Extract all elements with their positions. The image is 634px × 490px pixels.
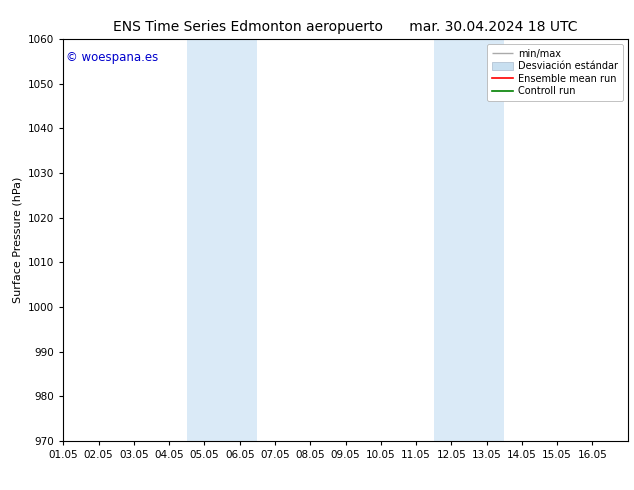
Text: © woespana.es: © woespana.es — [66, 51, 158, 64]
Legend: min/max, Desviación estándar, Ensemble mean run, Controll run: min/max, Desviación estándar, Ensemble m… — [487, 44, 623, 101]
Bar — [434, 39, 504, 441]
Title: ENS Time Series Edmonton aeropuerto      mar. 30.04.2024 18 UTC: ENS Time Series Edmonton aeropuerto mar.… — [113, 20, 578, 34]
Y-axis label: Surface Pressure (hPa): Surface Pressure (hPa) — [13, 177, 23, 303]
Bar — [187, 39, 257, 441]
